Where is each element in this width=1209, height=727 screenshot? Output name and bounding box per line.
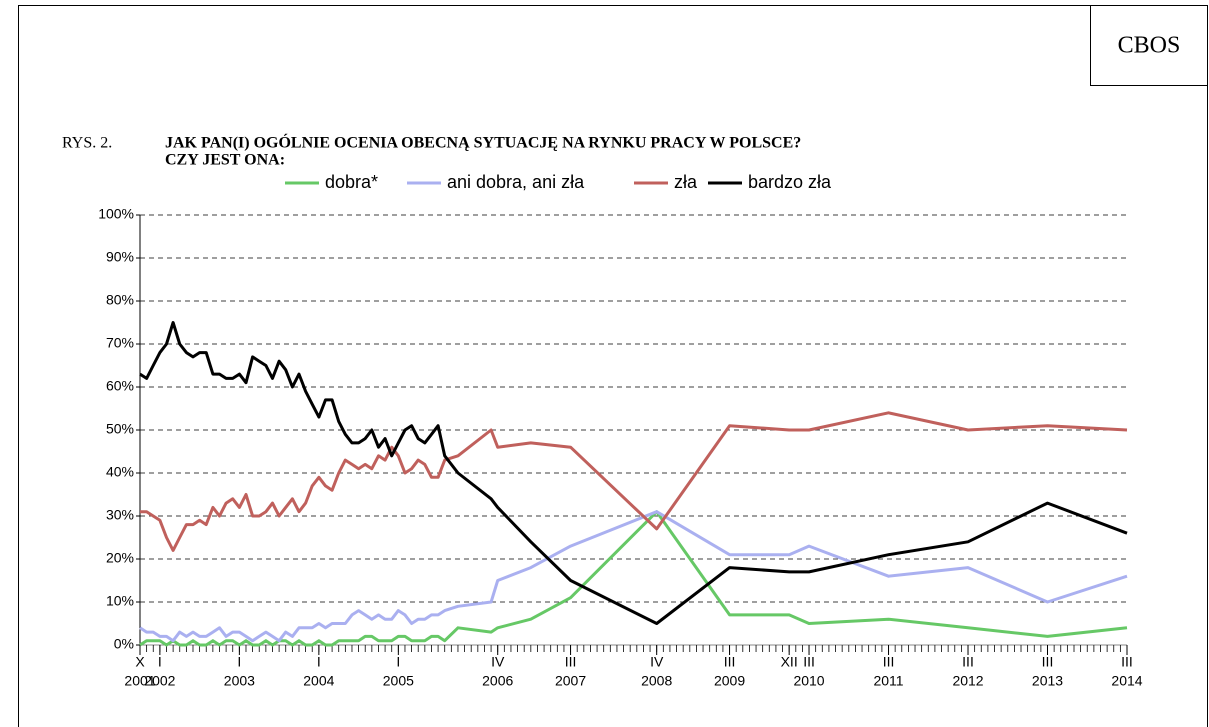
y-tick-label: 80% — [106, 292, 134, 308]
x-year-label: 2014 — [1111, 673, 1142, 689]
figure-label: RYS. 2. — [62, 135, 112, 152]
legend-label: zła — [674, 172, 698, 192]
x-tick-label: III — [1121, 654, 1133, 670]
legend-label: ani dobra, ani zła — [447, 172, 585, 192]
x-tick-label: I — [158, 654, 162, 670]
x-year-label: 2005 — [383, 673, 414, 689]
x-tick-label: III — [565, 654, 577, 670]
x-tick-label: X — [135, 654, 145, 670]
x-tick-label: III — [962, 654, 974, 670]
y-tick-label: 90% — [106, 249, 134, 265]
series-line — [139, 321, 1128, 625]
x-tick-label: I — [317, 654, 321, 670]
y-tick-label: 60% — [106, 378, 134, 394]
legend-label: dobra* — [325, 172, 378, 192]
x-tick-label: IV — [491, 654, 505, 670]
legend-label: bardzo zła — [748, 172, 832, 192]
y-tick-label: 10% — [106, 593, 134, 609]
chart-title: JAK PAN(I) OGÓLNIE OCENIA OBECNĄ SYTUACJ… — [165, 133, 801, 152]
y-tick-label: 0% — [114, 636, 134, 652]
x-year-label: 2013 — [1032, 673, 1063, 689]
x-tick-label: III — [803, 654, 815, 670]
x-year-label: 2011 — [873, 673, 903, 689]
x-tick-label: I — [396, 654, 400, 670]
y-tick-label: 50% — [106, 421, 134, 437]
x-year-label: 2003 — [224, 673, 255, 689]
x-year-label: 2001 — [124, 673, 155, 689]
frame — [18, 5, 1208, 727]
x-year-label: 2012 — [952, 673, 983, 689]
x-year-label: 2008 — [641, 673, 672, 689]
x-year-label: 2010 — [793, 673, 824, 689]
x-tick-label: I — [237, 654, 241, 670]
x-tick-label: XII — [781, 654, 798, 670]
x-year-label: 2002 — [144, 673, 175, 689]
y-tick-label: 20% — [106, 550, 134, 566]
source-box — [1090, 5, 1208, 86]
x-year-label: 2007 — [555, 673, 586, 689]
y-tick-label: 30% — [106, 507, 134, 523]
source: CBOS — [1118, 33, 1181, 59]
y-tick-label: 70% — [106, 335, 134, 351]
x-year-label: 2004 — [303, 673, 334, 689]
series-line — [140, 411, 1128, 552]
x-year-label: 2009 — [714, 673, 745, 689]
x-tick-label: III — [724, 654, 736, 670]
y-tick-label: 100% — [98, 206, 134, 222]
chart-title: CZY JEST ONA: — [165, 152, 285, 169]
x-tick-label: IV — [650, 654, 664, 670]
series-line — [139, 510, 1128, 647]
series-line — [139, 510, 1128, 643]
y-tick-label: 40% — [106, 464, 134, 480]
x-tick-label: III — [1042, 654, 1054, 670]
x-year-label: 2006 — [482, 673, 513, 689]
x-tick-label: III — [883, 654, 895, 670]
